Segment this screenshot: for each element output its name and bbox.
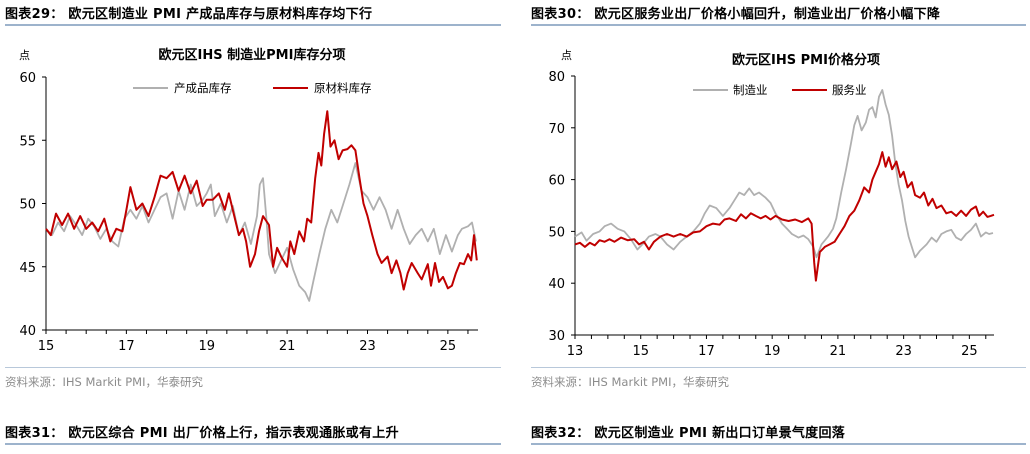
figure-caption-31: 图表31： 欧元区综合 PMI 出厂价格上行，指示表观通胀或有上升 [5, 426, 399, 441]
y-tick-label: 55 [19, 134, 36, 149]
x-tick-label: 25 [961, 344, 978, 359]
y-tick-label: 50 [548, 225, 565, 240]
series-line-gray [574, 89, 994, 259]
x-tick-label: 19 [764, 344, 781, 359]
caption-rule-right-bottom [531, 443, 1026, 445]
legend-label-services: 服务业 [832, 83, 867, 97]
y-unit-label: 点 [19, 49, 30, 62]
y-tick-label: 60 [548, 174, 565, 189]
x-tick-label: 21 [830, 344, 847, 359]
caption-rule-left [5, 24, 501, 26]
chart-title: 欧元区IHS 制造业PMI库存分项 [159, 47, 346, 63]
y-tick-label: 30 [548, 329, 565, 344]
series-line-gray [45, 162, 477, 302]
series-line-red [574, 151, 995, 282]
x-tick-label: 21 [279, 339, 296, 354]
y-unit-label: 点 [561, 49, 572, 62]
series-line-red [45, 110, 478, 291]
axes: 40 45 50 55 60 15 17 19 21 23 25 [19, 71, 478, 354]
x-tick-label: 19 [198, 339, 215, 354]
chart-price-pmi: 点 欧元区IHS PMI价格分项 制造业 服务业 30 40 50 60 70 80 13 1… [548, 49, 995, 359]
x-tick-label: 15 [632, 344, 649, 359]
y-tick-label: 70 [548, 122, 565, 137]
x-tick-label: 25 [440, 339, 457, 354]
y-tick-label: 45 [19, 261, 36, 276]
source-rule-left [5, 367, 501, 368]
legend-label-raw-materials: 原材料库存 [314, 81, 372, 95]
chart-inventory-pmi: 点 欧元区IHS 制造业PMI库存分项 产成品库存 原材料库存 40 45 50 55… [19, 47, 478, 354]
x-tick-label: 23 [895, 344, 912, 359]
y-tick-label: 50 [19, 198, 36, 213]
x-tick-label: 15 [38, 339, 55, 354]
figure-caption-30: 图表30： 欧元区服务业出厂价格小幅回升，制造业出厂价格小幅下降 [531, 7, 941, 22]
series-lines [45, 110, 478, 302]
y-tick-label: 60 [19, 71, 36, 86]
source-rule-right [531, 367, 1026, 368]
y-tick-label: 40 [19, 324, 36, 339]
x-tick-label: 17 [118, 339, 135, 354]
x-tick-label: 23 [359, 339, 376, 354]
chart-title: 欧元区IHS PMI价格分项 [732, 52, 880, 68]
series-lines [574, 89, 995, 282]
y-tick-label: 80 [548, 70, 565, 85]
x-tick-label: 17 [698, 344, 715, 359]
y-tick-label: 40 [548, 277, 565, 292]
axes: 30 40 50 60 70 80 13 15 17 19 21 23 25 [548, 70, 994, 359]
figure-caption-32: 图表32： 欧元区制造业 PMI 新出口订单景气度回落 [531, 426, 846, 441]
legend-label-manufacturing: 制造业 [733, 83, 768, 97]
caption-rule-right [531, 24, 1026, 26]
legend-label-finished-goods: 产成品库存 [174, 81, 232, 95]
caption-rule-left-bottom [5, 443, 501, 445]
figure-caption-29: 图表29： 欧元区制造业 PMI 产成品库存与原材料库存均下行 [5, 7, 373, 22]
x-tick-label: 13 [567, 344, 584, 359]
source-note-right: 资料来源：IHS Markit PMI，华泰研究 [531, 375, 729, 389]
source-note-left: 资料来源：IHS Markit PMI，华泰研究 [5, 375, 203, 389]
